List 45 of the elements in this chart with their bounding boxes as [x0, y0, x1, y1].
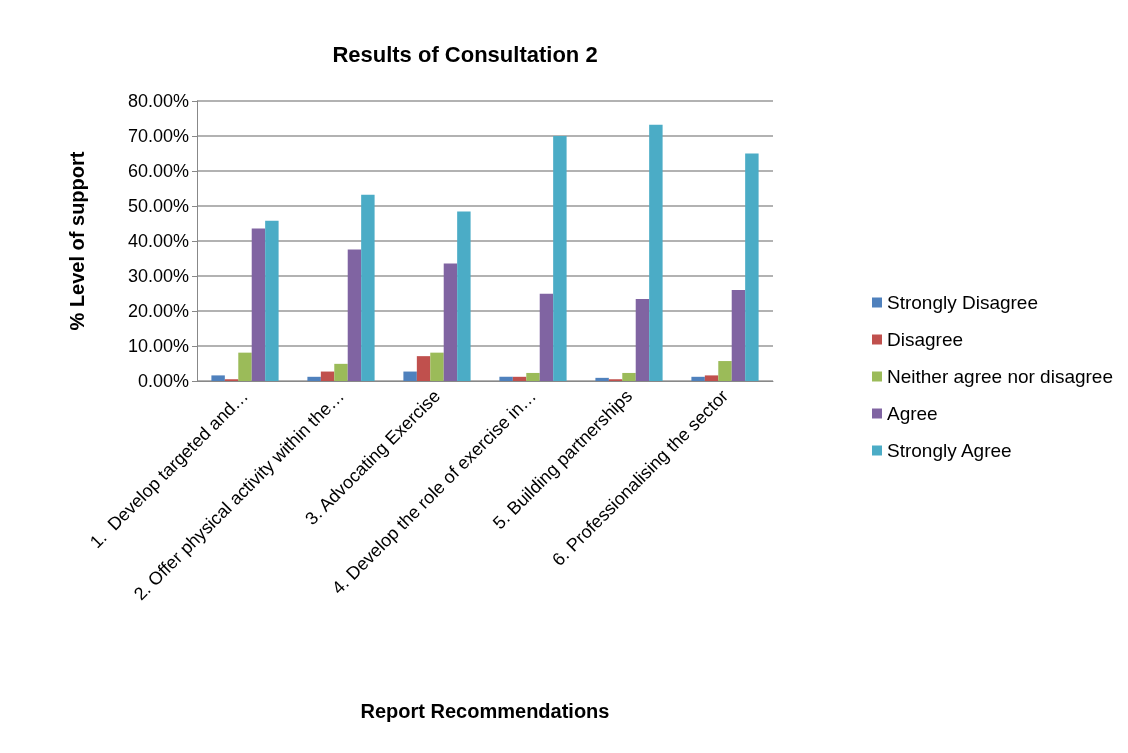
- x-axis-title: Report Recommendations: [360, 700, 610, 722]
- bar: [457, 211, 471, 381]
- legend-label: Agree: [886, 403, 938, 424]
- legend-label: Strongly Disagree: [886, 292, 1039, 313]
- y-axis-title: % Level of support: [66, 151, 88, 331]
- y-tick-label: 80.00%: [127, 91, 189, 111]
- bar: [635, 299, 650, 381]
- bar: [553, 136, 567, 381]
- legend-label: Strongly Agree: [886, 440, 1012, 461]
- bar: [403, 371, 417, 381]
- y-tick-label: 70.00%: [127, 126, 189, 146]
- bar: [649, 124, 663, 381]
- bar: [265, 220, 279, 381]
- bar: [731, 290, 746, 381]
- chart-title: Results of Consultation 2: [332, 41, 598, 67]
- bar: [526, 372, 540, 381]
- bar: [718, 361, 732, 381]
- y-tick-label: 60.00%: [127, 161, 189, 181]
- y-tick-label: 40.00%: [127, 231, 189, 251]
- bar: [704, 375, 719, 381]
- bar: [307, 376, 321, 381]
- bar: [512, 376, 527, 381]
- y-tick-label: 10.00%: [127, 336, 189, 356]
- y-tick-label: 0.00%: [137, 371, 189, 391]
- bar: [334, 363, 348, 381]
- bar: [539, 293, 554, 381]
- bar: [211, 375, 225, 381]
- bar: [622, 372, 636, 381]
- legend-label: Neither agree nor disagree: [886, 366, 1114, 387]
- bar: [251, 228, 266, 381]
- bar: [320, 371, 335, 381]
- bar: [416, 356, 431, 381]
- y-tick-label: 20.00%: [127, 301, 189, 321]
- bar: [430, 352, 444, 381]
- y-tick-label: 50.00%: [127, 196, 189, 216]
- bar: [499, 376, 513, 381]
- bar: [745, 153, 759, 381]
- legend-label: Disagree: [886, 329, 964, 350]
- bar: [443, 263, 458, 381]
- bar: [347, 249, 362, 381]
- y-tick-label: 30.00%: [127, 266, 189, 286]
- bar: [361, 194, 375, 381]
- bar: [691, 376, 705, 381]
- bar: [595, 377, 609, 381]
- bar: [238, 352, 252, 381]
